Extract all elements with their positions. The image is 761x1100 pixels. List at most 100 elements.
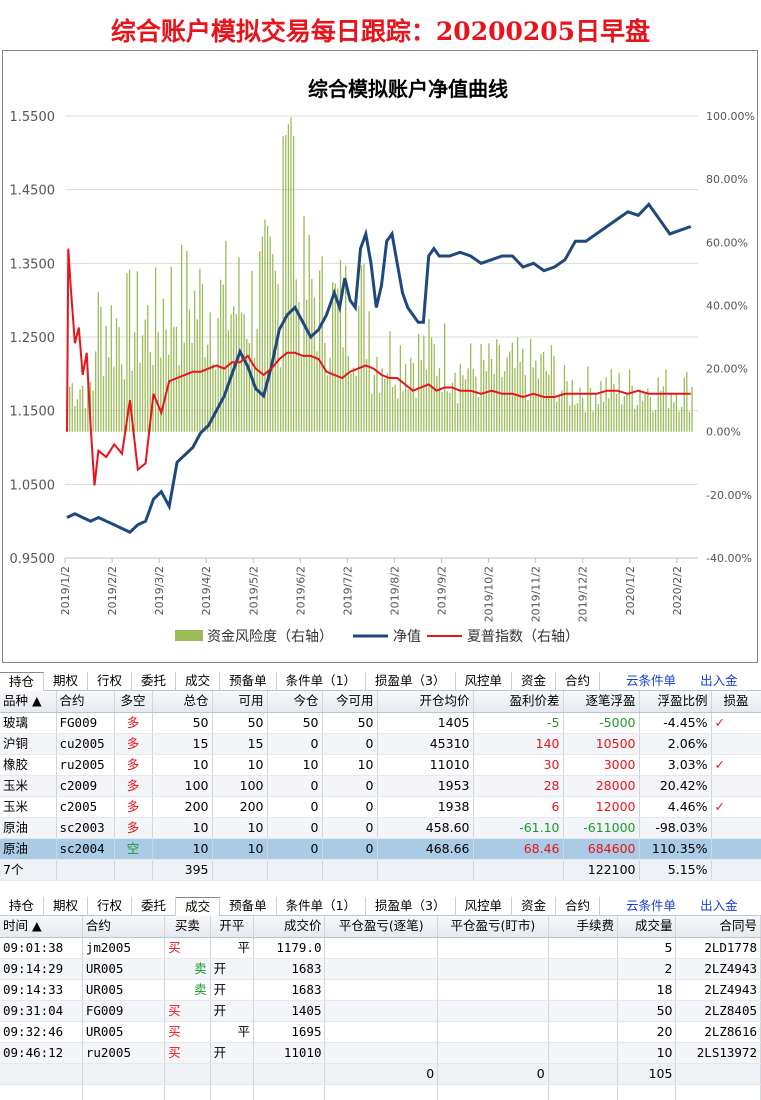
positions-column-header[interactable]: 总仓 (152, 691, 213, 713)
position-row[interactable]: 玻璃 FG009 多 50 50 50 50 1405 -5 -5000 -4.45% ✓ (0, 712, 761, 734)
tab-6[interactable]: 条件单（1） (277, 897, 367, 916)
tab-3[interactable]: 委托 (132, 672, 177, 691)
trades-column-header[interactable]: 成交量 (617, 916, 677, 938)
risk-bar (667, 407, 670, 432)
trades-column-header[interactable]: 平仓盈亏(逐笔) (324, 916, 439, 938)
position-today-available: 0 (322, 838, 378, 860)
tab-0[interactable]: 持仓 (0, 897, 45, 916)
trade-qty: 2 (617, 958, 677, 980)
trades-column-header[interactable]: 时间 ▲ (0, 916, 83, 938)
positions-column-header[interactable]: 损盈 (711, 691, 761, 713)
trade-contract-no: 2LZ4943 (675, 958, 761, 980)
positions-column-header[interactable]: 今可用 (322, 691, 378, 713)
trade-row[interactable]: 09:31:04 FG009 买开 1405 50 2LZ8405 (0, 1000, 761, 1022)
risk-bar (207, 344, 209, 432)
positions-column-header[interactable]: 开仓均价 (377, 691, 474, 713)
trades-column-header[interactable]: 平仓盈亏(盯市) (437, 916, 549, 938)
trades-column-header[interactable]: 手续费 (548, 916, 618, 938)
trade-row[interactable]: 09:14:33 UR005 卖开 1683 18 2LZ4943 (0, 979, 761, 1001)
tab-10[interactable]: 合约 (556, 672, 601, 691)
risk-bar (204, 357, 206, 432)
trades-column-header[interactable]: 合约 (82, 916, 166, 938)
risk-bar (639, 389, 641, 432)
position-float-pnl: 10500 (563, 733, 640, 755)
tab-8[interactable]: 风控单 (456, 672, 513, 691)
tab-3[interactable]: 委托 (132, 897, 177, 916)
risk-bar (363, 263, 365, 432)
position-row[interactable]: 玉米 c2005 多 200 200 0 0 1938 6 12000 4.46% ✓ (0, 796, 761, 818)
trade-row[interactable]: 09:14:29 UR005 卖开 1683 2 2LZ4943 (0, 958, 761, 980)
tab-7[interactable]: 损盈单（3） (366, 672, 456, 691)
tab-8[interactable]: 风控单 (456, 897, 513, 916)
positions-column-header[interactable]: 浮盈比例 (639, 691, 712, 713)
position-row[interactable]: 原油 sc2004 空 10 10 0 0 468.66 68.46 684600 110.35% (0, 838, 761, 860)
empty-cell (210, 1084, 254, 1100)
position-row[interactable]: 沪铜 cu2005 多 15 15 0 0 45310 140 10500 2.06% (0, 733, 761, 755)
tab-4[interactable]: 成交 (176, 897, 221, 916)
tab-1[interactable]: 期权 (44, 672, 89, 691)
tab-2[interactable]: 行权 (88, 897, 133, 916)
risk-bar (95, 351, 97, 432)
tab-0[interactable]: 持仓 (0, 672, 45, 691)
position-contract: sc2004 (56, 838, 115, 860)
risk-bar (141, 335, 144, 432)
positions-column-header[interactable]: 合约 (56, 691, 115, 713)
trades-footer-cell (548, 1063, 618, 1085)
risk-bar (102, 376, 105, 432)
positions-table: 品种 ▲ 合约 多空 总仓 可用 今仓 今可用 开仓均价 盈利价差 逐笔浮盈 浮盈比例 损盈 玻璃 FG… (0, 691, 761, 881)
tab-5[interactable]: 预备单 (220, 672, 277, 691)
empty-cell (82, 1084, 166, 1100)
risk-bar (680, 406, 683, 432)
risk-bar (514, 368, 516, 432)
position-row[interactable]: 橡胶 ru2005 多 10 10 10 10 11010 30 3000 3.03% ✓ (0, 754, 761, 776)
tab-10[interactable]: 合约 (556, 897, 601, 916)
positions-column-header[interactable]: 盈利价差 (473, 691, 564, 713)
position-product: 玻璃 (0, 712, 57, 734)
position-contract: cu2005 (56, 733, 115, 755)
tab-9[interactable]: 资金 (512, 672, 557, 691)
position-row[interactable]: 玉米 c2009 多 100 100 0 0 1953 28 28000 20.42% (0, 775, 761, 797)
cloud-condition-link[interactable]: 云条件单 (626, 673, 677, 688)
risk-bar (529, 338, 532, 432)
risk-bar (355, 375, 357, 432)
x-tick-label: 2019/9/2 (436, 566, 449, 615)
risk-bar (490, 358, 493, 432)
cloud-condition-link[interactable]: 云条件单 (626, 898, 677, 913)
risk-bar (394, 384, 396, 432)
position-row[interactable]: 原油 sc2003 多 10 10 0 0 458.60 -61.10 -611000 -98.03… (0, 817, 761, 839)
positions-column-header[interactable]: 品种 ▲ (0, 691, 57, 713)
trade-time: 09:32:46 (0, 1021, 83, 1043)
x-tick-label: 2019/6/2 (294, 566, 307, 615)
trade-qty: 10 (617, 1042, 677, 1064)
tab-7[interactable]: 损盈单（3） (366, 897, 456, 916)
trades-column-header[interactable]: 开平 (210, 916, 254, 938)
tab-9[interactable]: 资金 (512, 897, 557, 916)
risk-bar (602, 401, 605, 432)
positions-column-header[interactable]: 多空 (114, 691, 153, 713)
risk-bar (537, 378, 540, 432)
trades-column-header[interactable]: 成交价 (253, 916, 326, 938)
tab-6[interactable]: 条件单（1） (277, 672, 367, 691)
deposit-withdraw-link[interactable]: 出入金 (700, 898, 738, 913)
position-direction: 多 (114, 712, 153, 734)
risk-bar (675, 394, 678, 432)
trades-column-header[interactable]: 买卖 (164, 916, 211, 938)
tab-5[interactable]: 预备单 (220, 897, 277, 916)
risk-bar (316, 351, 318, 432)
risk-bar (225, 240, 227, 432)
tab-2[interactable]: 行权 (88, 672, 133, 691)
position-profit-diff: 140 (473, 733, 564, 755)
risk-bar (248, 342, 250, 432)
deposit-withdraw-link[interactable]: 出入金 (700, 673, 738, 688)
positions-column-header[interactable]: 逐笔浮盈 (563, 691, 640, 713)
trades-column-header[interactable]: 合同号 (675, 916, 761, 938)
trade-row[interactable]: 09:01:38 jm2005 买平 1179.0 5 2LD1778 (0, 937, 761, 959)
risk-bar (92, 390, 94, 432)
tab-4[interactable]: 成交 (176, 672, 221, 691)
positions-column-header[interactable]: 可用 (212, 691, 268, 713)
trade-row[interactable]: 09:32:46 UR005 买平 1695 20 2LZ8616 (0, 1021, 761, 1043)
positions-column-header[interactable]: 今仓 (267, 691, 323, 713)
tab-1[interactable]: 期权 (44, 897, 89, 916)
trade-row[interactable]: 09:46:12 ru2005 买开 11010 10 2LS13972 (0, 1042, 761, 1064)
trade-open-close: 平 (210, 937, 254, 959)
